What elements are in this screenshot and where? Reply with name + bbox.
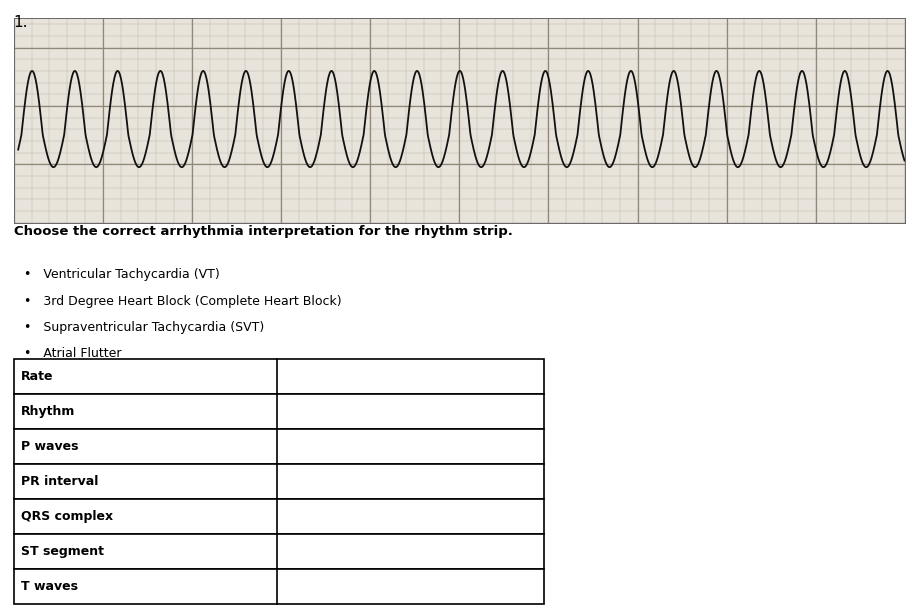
Text: PR interval: PR interval — [21, 475, 98, 488]
Text: P waves: P waves — [21, 440, 79, 453]
Text: Rhythm: Rhythm — [21, 405, 75, 418]
Text: Choose the correct arrhythmia interpretation for the rhythm strip.: Choose the correct arrhythmia interpreta… — [14, 225, 513, 238]
Bar — [14, 394, 544, 429]
Bar — [14, 429, 544, 464]
Text: •   Supraventricular Tachycardia (SVT): • Supraventricular Tachycardia (SVT) — [25, 321, 265, 334]
Text: ST segment: ST segment — [21, 545, 104, 558]
Text: Rate: Rate — [21, 370, 53, 383]
Text: •   Atrial Flutter: • Atrial Flutter — [25, 347, 122, 360]
Text: 1.: 1. — [14, 15, 28, 30]
Bar — [14, 359, 544, 394]
Bar — [14, 534, 544, 569]
Text: •   3rd Degree Heart Block (Complete Heart Block): • 3rd Degree Heart Block (Complete Heart… — [25, 295, 342, 308]
Text: T waves: T waves — [21, 580, 78, 593]
Text: •   Ventricular Tachycardia (VT): • Ventricular Tachycardia (VT) — [25, 269, 220, 282]
Bar — [14, 499, 544, 534]
Bar — [14, 569, 544, 604]
Text: QRS complex: QRS complex — [21, 510, 113, 523]
Bar — [14, 464, 544, 499]
